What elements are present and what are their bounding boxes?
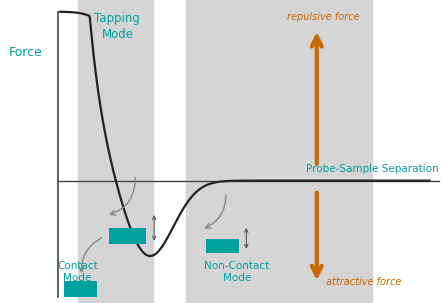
Bar (64, 281, 97, 297)
Text: attractive force: attractive force (326, 277, 401, 287)
Text: repulsive force: repulsive force (287, 12, 360, 22)
Text: Non-Contact
Mode: Non-Contact Mode (204, 261, 270, 283)
Bar (109, 228, 146, 244)
Text: Probe-Sample Separation: Probe-Sample Separation (306, 164, 439, 174)
Bar (78, 0, 153, 303)
Bar (206, 239, 239, 253)
Text: Tapping
Mode: Tapping Mode (94, 12, 140, 41)
Text: Force: Force (9, 46, 43, 59)
Bar (186, 0, 372, 303)
Text: Contact
Mode: Contact Mode (57, 261, 98, 283)
